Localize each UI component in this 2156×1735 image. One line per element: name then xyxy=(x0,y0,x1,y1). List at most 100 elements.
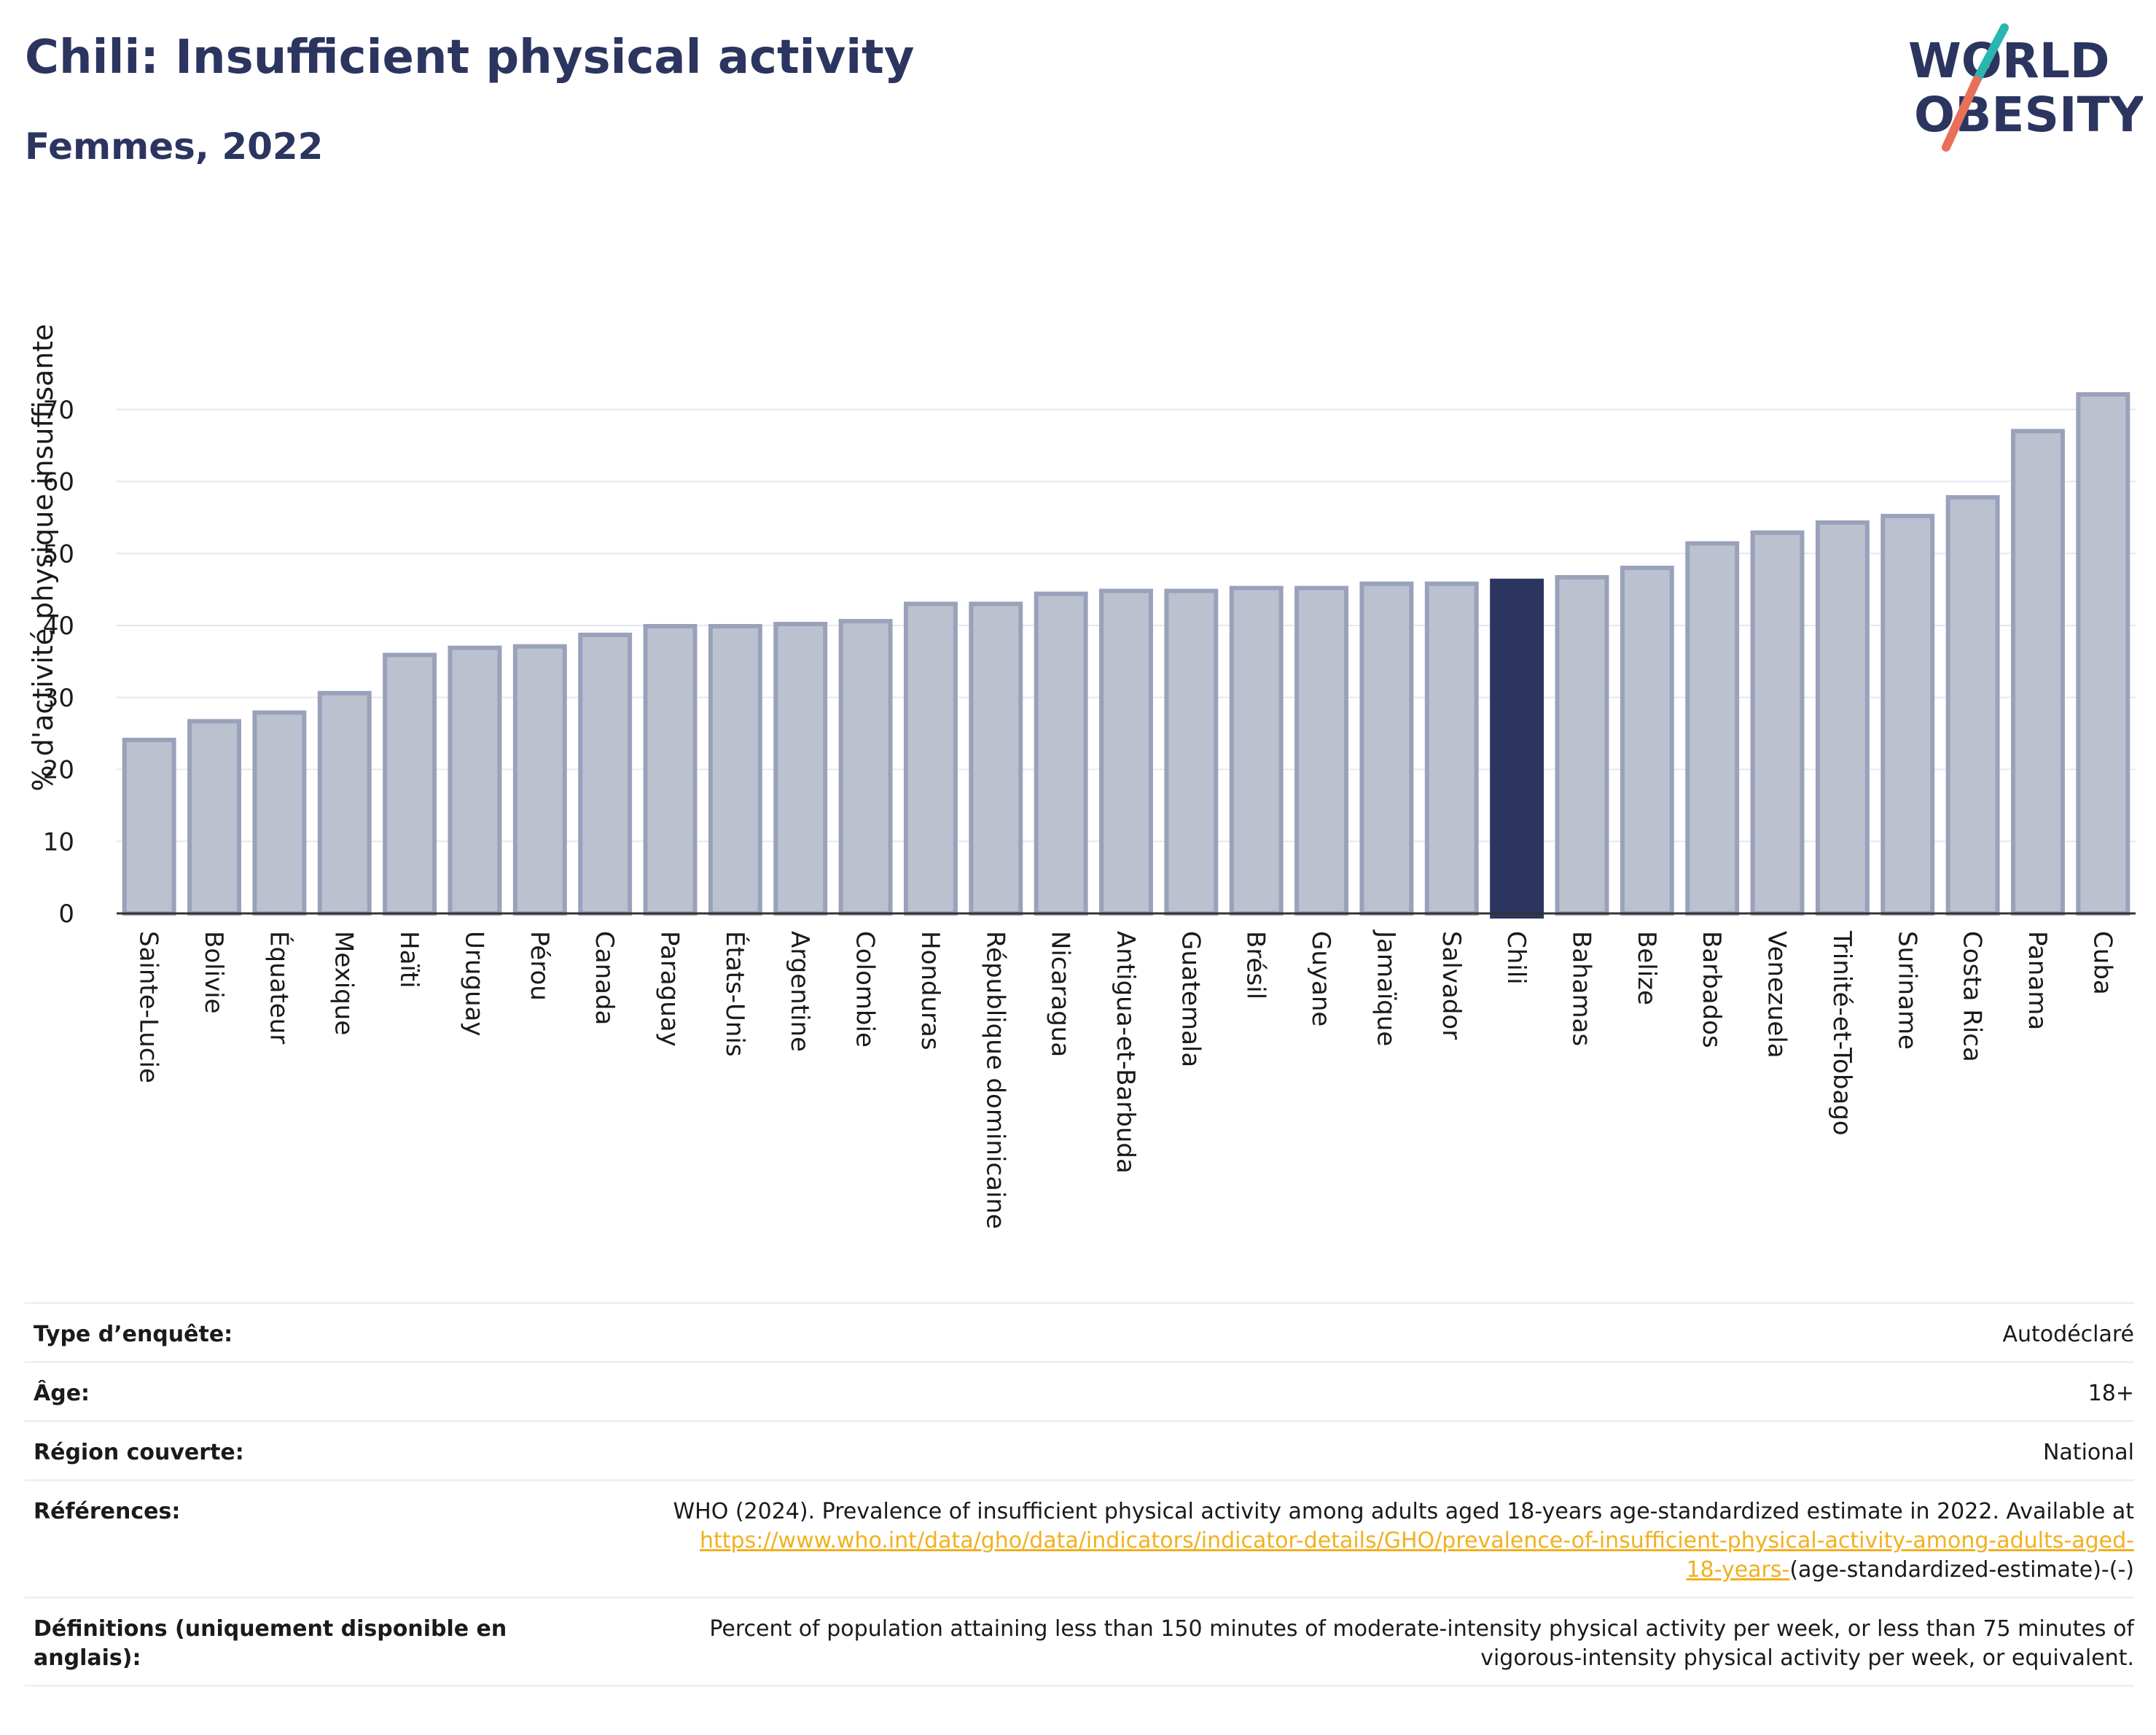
x-tick-label: Costa Rica xyxy=(1958,931,1987,1062)
x-tick-label: Guatemala xyxy=(1176,931,1205,1067)
bar-Sainte-Lucie xyxy=(122,738,176,916)
chart-title: Chili: Insufficient physical activity xyxy=(25,31,915,85)
definitions-value: Percent of population attaining less tha… xyxy=(709,1616,2134,1671)
y-axis-label: % d'activité physique insuffisante xyxy=(27,324,59,791)
x-tick-label: Haïti xyxy=(394,931,423,989)
bar-Panama xyxy=(2011,429,2065,916)
chart-subtitle: Femmes, 2022 xyxy=(25,125,324,168)
bar-Colombie xyxy=(838,619,893,916)
x-tick-label: Argentine xyxy=(785,931,814,1052)
y-tick-label: 60 xyxy=(43,468,74,497)
world-obesity-logo: WORLD OBESITY xyxy=(1908,23,2143,152)
bar-chart: 0 10 20 30 40 50 60 70 Sainte-Lucie Bolivie Équate… xyxy=(27,324,2136,1229)
y-tick-label: 30 xyxy=(43,684,74,713)
bar-États-Unis xyxy=(708,623,762,916)
references-link-cont[interactable]: 18-years- xyxy=(1686,1557,1790,1583)
bar-Chili xyxy=(1490,578,1544,919)
info-table: Type d’enquête: Autodéclaré Âge: 18+ Rég… xyxy=(25,1302,2134,1687)
bar-République dominicaine xyxy=(969,601,1023,916)
x-tick-label: Brésil xyxy=(1241,931,1270,999)
x-tick-label: Colombie xyxy=(851,931,880,1048)
survey-type-value: Autodéclaré xyxy=(2002,1322,2135,1347)
bar-Bolivie xyxy=(187,719,241,916)
x-tick-label: Nicaragua xyxy=(1046,931,1075,1057)
x-tick-label: Bolivie xyxy=(199,931,228,1014)
x-tick-label: Panama xyxy=(2023,931,2052,1030)
x-tick-label: Guyane xyxy=(1306,931,1335,1026)
x-tick-label: Uruguay xyxy=(459,931,488,1037)
x-tick-label: Salvador xyxy=(1437,931,1466,1040)
x-tick-label: Bahamas xyxy=(1566,931,1595,1046)
y-tick-label: 0 xyxy=(58,900,74,929)
y-tick-label: 50 xyxy=(43,539,74,569)
age-label: Âge: xyxy=(34,1381,90,1406)
references-label: Références: xyxy=(34,1499,181,1524)
x-tick-label: Canada xyxy=(590,931,619,1025)
survey-type-label: Type d’enquête: xyxy=(34,1322,233,1347)
references-value: WHO (2024). Prevalence of insufficient p… xyxy=(544,1497,2134,1585)
x-tick-label: Jamaïque xyxy=(1371,929,1400,1046)
x-tick-label: Paraguay xyxy=(655,931,684,1047)
y-tick-label: 20 xyxy=(43,756,74,785)
bar-Guyane xyxy=(1294,585,1349,916)
x-tick-label: République dominicaine xyxy=(980,931,1009,1229)
definitions-label: Définitions (uniquement disponible en an… xyxy=(34,1616,507,1671)
bar-Belize xyxy=(1620,566,1674,916)
bar-Costa Rica xyxy=(1945,495,2000,916)
age-row: Âge: 18+ xyxy=(25,1361,2134,1420)
bar-Guatemala xyxy=(1164,588,1219,916)
bar-Honduras xyxy=(903,601,958,916)
logo-slash-coral xyxy=(1942,76,1981,152)
bar-Suriname xyxy=(1880,513,1935,916)
x-tick-label: Chili xyxy=(1501,931,1531,985)
axes: 0 10 20 30 40 50 60 70 Sainte-Lucie Bolivie Équate… xyxy=(43,396,2136,1229)
x-tick-label: États-Unis xyxy=(720,931,750,1057)
x-tick-label: Mexique xyxy=(329,931,359,1035)
bar-Paraguay xyxy=(643,623,698,916)
x-tick-label: Sainte-Lucie xyxy=(134,931,163,1083)
bar-Antigua-et-Barbuda xyxy=(1099,588,1153,916)
bar-Haïti xyxy=(383,652,437,916)
x-tick-label: Cuba xyxy=(2087,931,2117,995)
logo-slash-teal xyxy=(1972,23,2009,85)
x-tick-label: Belize xyxy=(1632,931,1661,1005)
bar-Jamaïque xyxy=(1359,581,1414,916)
x-tick-label: Trinité-et-Tobago xyxy=(1827,930,1856,1136)
bar-Venezuela xyxy=(1750,530,1805,916)
x-tick-label: Pérou xyxy=(525,931,554,1001)
bar-Uruguay xyxy=(448,645,502,916)
bar-Salvador xyxy=(1424,581,1479,916)
bar-Canada xyxy=(578,632,633,916)
definitions-row: Définitions (uniquement disponible en an… xyxy=(25,1596,2134,1687)
bar-Nicaragua xyxy=(1034,591,1088,916)
x-tick-label: Équateur xyxy=(264,931,294,1044)
bar-Cuba xyxy=(2076,392,2130,916)
bar-Argentine xyxy=(773,622,828,916)
region-value: National xyxy=(2042,1440,2134,1465)
bar-Trinité-et-Tobago xyxy=(1815,520,1870,916)
bar-Brésil xyxy=(1229,585,1284,916)
x-tick-label: Barbados xyxy=(1697,931,1726,1048)
age-value: 18+ xyxy=(2087,1381,2134,1406)
x-tick-label: Venezuela xyxy=(1762,931,1792,1058)
x-tick-label: Honduras xyxy=(915,931,945,1050)
region-row: Région couverte: National xyxy=(25,1420,2134,1479)
references-suffix: (age-standardized-estimate)-(-) xyxy=(1789,1557,2134,1583)
references-link[interactable]: https://www.who.int/data/gho/data/indica… xyxy=(700,1528,2134,1553)
bars xyxy=(122,392,2130,919)
x-tick-label: Antigua-et-Barbuda xyxy=(1111,931,1140,1174)
y-tick-label: 70 xyxy=(43,396,74,425)
y-tick-label: 10 xyxy=(43,827,74,857)
references-row: Références: WHO (2024). Prevalence of in… xyxy=(25,1479,2134,1596)
x-tick-label: Suriname xyxy=(1892,931,1921,1050)
bar-Barbados xyxy=(1685,541,1740,916)
bar-Mexique xyxy=(317,690,372,916)
survey-type-row: Type d’enquête: Autodéclaré xyxy=(25,1302,2134,1361)
bar-Équateur xyxy=(252,710,307,916)
references-text: WHO (2024). Prevalence of insufficient p… xyxy=(673,1499,2134,1524)
bar-Pérou xyxy=(512,644,567,916)
region-label: Région couverte: xyxy=(34,1440,244,1465)
y-tick-label: 40 xyxy=(43,612,74,641)
logo-line1: WORLD xyxy=(1908,33,2110,89)
bar-Bahamas xyxy=(1555,574,1609,916)
